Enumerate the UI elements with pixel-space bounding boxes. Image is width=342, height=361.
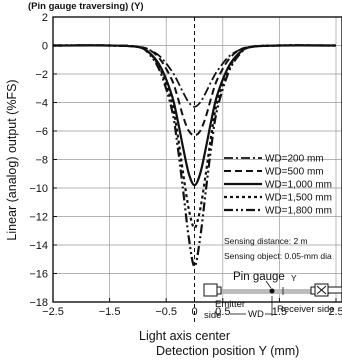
y-tick-label-5: −8 — [35, 155, 48, 167]
x-tick-label-5: 1.5 — [272, 306, 287, 318]
receiver-lens — [310, 286, 316, 295]
y-tick-label-2: −2 — [35, 69, 48, 81]
y-tick-label-10: −18 — [29, 297, 48, 309]
center-label: Light axis center — [139, 329, 230, 343]
setup-diagram: Pin gauge Y Emitter side WD Receiver sid… — [203, 271, 342, 321]
emitter-side-line1: Emitter — [215, 299, 245, 310]
emitter-box — [203, 283, 218, 297]
x-tick-label-6: 2.5 — [328, 306, 342, 318]
x-tick-label-1: −1.5 — [99, 306, 121, 318]
y-axis-title: Linear (analog) output (%FS) — [5, 79, 19, 240]
emitter-side-line2: side — [204, 310, 221, 321]
header-fragment: (Pin gauge traversing) (Y) — [28, 1, 144, 12]
y-tick-label-0: 2 — [42, 12, 48, 24]
series-line-0 — [52, 44, 337, 108]
legend-label-1: WD=500 mm — [265, 167, 324, 178]
x-tick-label-2: −0.5 — [155, 306, 177, 318]
y-mark-label: Y — [291, 273, 297, 283]
note-sensing-distance: Sensing distance: 2 m — [224, 236, 308, 246]
pin-gauge-pointer — [265, 280, 272, 289]
series-group — [52, 44, 337, 268]
x-axis-ticks: −2.5−1.5−0.500.51.52.5 — [42, 298, 342, 318]
y-tick-label-9: −16 — [29, 269, 48, 281]
y-axis-ticks: 2 0 −2 −4 −6 −8 −10 −12 −14 −16 −18 — [29, 12, 57, 309]
legend-label-2: WD=1,000 mm — [265, 180, 332, 191]
receiver-tail — [327, 286, 342, 294]
y-tick-label-3: −4 — [35, 98, 48, 110]
y-tick-label-6: −10 — [29, 183, 48, 195]
receiver-side-label: Receiver side — [277, 304, 335, 315]
x-tick-label-0: −2.5 — [42, 306, 64, 318]
y-tick-label-7: −12 — [29, 212, 48, 224]
legend-label-4: WD=1,800 mm — [265, 206, 332, 217]
x-tick-label-4: 0.5 — [215, 306, 230, 318]
legend-label-0: WD=200 mm — [265, 154, 324, 165]
pin-gauge-label: Pin gauge — [233, 271, 285, 283]
receiver-x-mark-b — [316, 285, 327, 295]
pin-gauge-dot — [269, 288, 275, 294]
legend-label-3: WD=1,500 mm — [265, 193, 332, 204]
legend: WD=200 mm WD=500 mm WD=1,000 mm WD=1,500 mm… — [224, 154, 332, 217]
emitter-lens — [216, 286, 222, 295]
y-tick-label-1: 0 — [42, 41, 48, 53]
y-tick-label-4: −6 — [35, 126, 48, 138]
y-tick-label-8: −14 — [29, 240, 48, 252]
note-sensing-object: Sensing object: 0.05-mm dia — [224, 251, 332, 261]
series-line-3 — [52, 44, 337, 229]
wd-label: WD — [248, 309, 264, 320]
x-axis-title: Detection position Y (mm) — [156, 344, 299, 358]
